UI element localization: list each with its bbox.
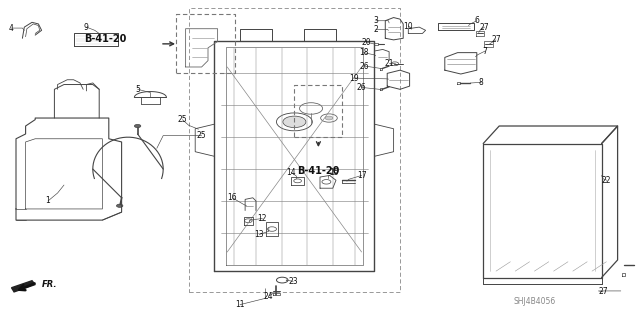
- Text: 10: 10: [403, 22, 413, 31]
- Text: 1: 1: [45, 197, 51, 205]
- Text: 23: 23: [288, 277, 298, 286]
- Text: 19: 19: [349, 74, 359, 83]
- Text: 25: 25: [177, 115, 188, 124]
- Text: 27: 27: [479, 23, 490, 32]
- Circle shape: [268, 227, 276, 231]
- Circle shape: [283, 116, 306, 128]
- Circle shape: [300, 103, 323, 114]
- Text: 26: 26: [360, 62, 370, 70]
- Polygon shape: [12, 281, 35, 292]
- Text: 12: 12: [258, 214, 267, 223]
- Text: 3: 3: [373, 16, 378, 25]
- Text: B-41-20: B-41-20: [297, 166, 340, 176]
- Circle shape: [294, 179, 301, 183]
- Text: 27: 27: [598, 287, 608, 296]
- Text: 15: 15: [329, 168, 339, 177]
- Text: SHJ4B4056: SHJ4B4056: [513, 297, 556, 306]
- Circle shape: [321, 114, 337, 122]
- Circle shape: [276, 113, 312, 131]
- Text: FR.: FR.: [42, 280, 57, 289]
- Text: 17: 17: [356, 171, 367, 180]
- Text: 25: 25: [196, 131, 207, 140]
- Text: 24: 24: [264, 292, 274, 300]
- Circle shape: [244, 219, 252, 223]
- Circle shape: [116, 204, 123, 207]
- Text: 7: 7: [483, 47, 488, 56]
- Text: B-41-20: B-41-20: [84, 34, 126, 44]
- Text: 4: 4: [9, 24, 14, 33]
- Text: 6: 6: [474, 16, 479, 25]
- Text: 27: 27: [491, 35, 501, 44]
- Text: 14: 14: [286, 168, 296, 177]
- Text: 9: 9: [84, 23, 89, 32]
- Text: 8: 8: [479, 78, 484, 87]
- Text: 13: 13: [254, 230, 264, 239]
- Circle shape: [134, 124, 141, 128]
- Text: 2: 2: [373, 25, 378, 34]
- Text: 18: 18: [359, 48, 368, 57]
- Text: 20: 20: [361, 38, 371, 47]
- Text: 26: 26: [356, 83, 367, 92]
- Text: 22: 22: [602, 176, 611, 185]
- Circle shape: [391, 62, 399, 66]
- Circle shape: [322, 180, 331, 184]
- Text: 21: 21: [385, 59, 394, 68]
- Text: 16: 16: [227, 193, 237, 202]
- Text: 11: 11: [236, 300, 244, 309]
- Circle shape: [325, 116, 333, 120]
- Circle shape: [276, 277, 288, 283]
- Text: 5: 5: [135, 85, 140, 94]
